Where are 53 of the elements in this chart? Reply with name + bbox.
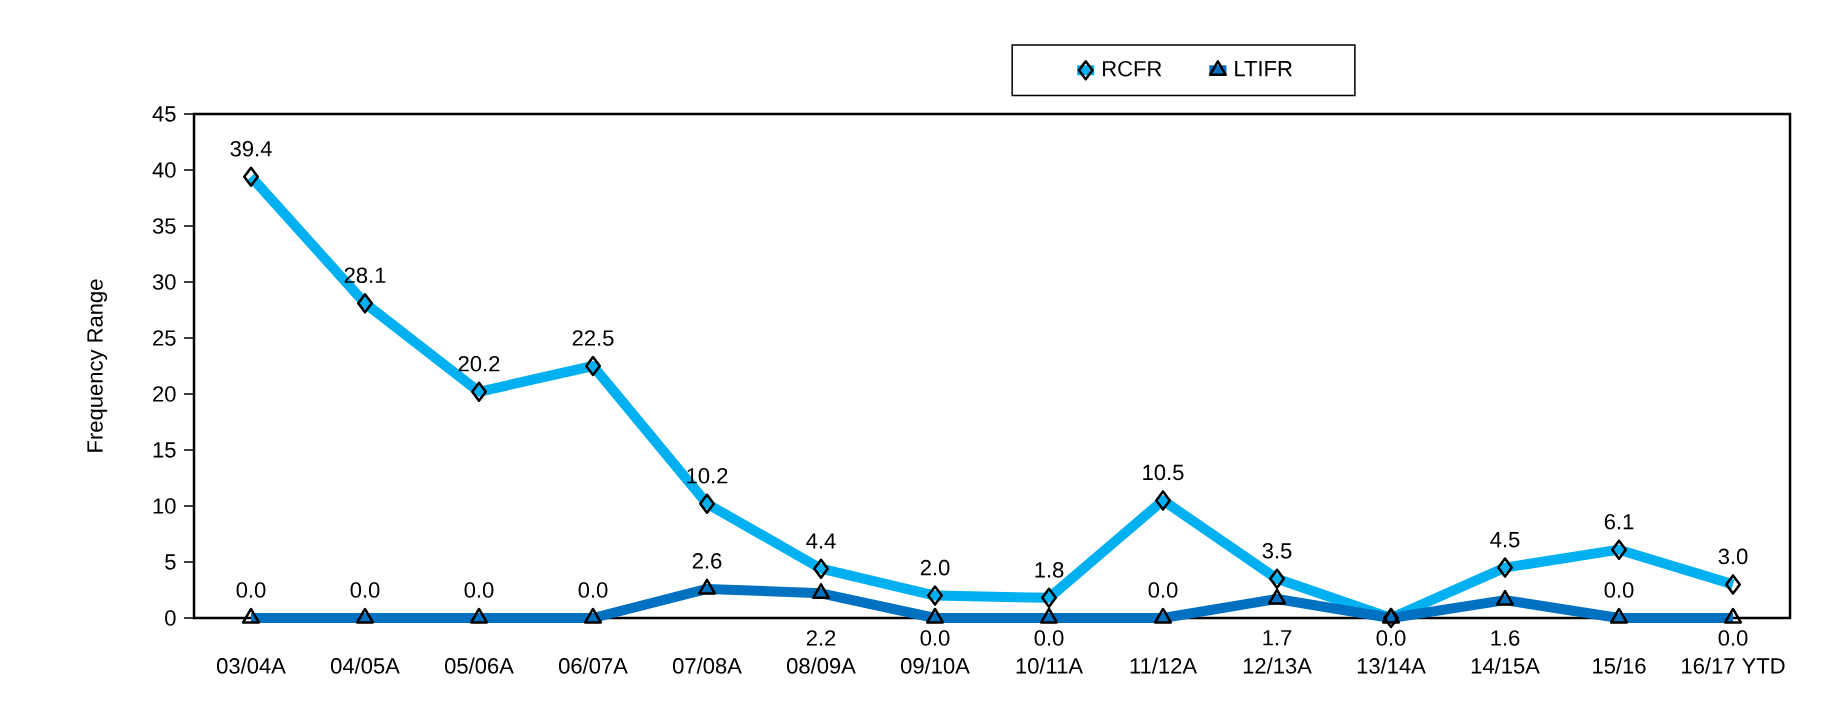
- data-label: 0.0: [1718, 630, 1748, 646]
- data-label: 1.7: [1263, 630, 1292, 646]
- legend-label: LTIFR: [1235, 61, 1292, 77]
- data-label: 0.0: [1148, 582, 1178, 598]
- x-tick-label: 09/10A: [901, 657, 970, 674]
- data-label: 3.5: [1262, 543, 1292, 559]
- x-tick-label: 06/07A: [559, 657, 628, 674]
- x-tick-label: 16/17 YTD: [1682, 657, 1785, 674]
- data-label: 0.0: [464, 582, 494, 598]
- y-tick-label: 30: [152, 274, 176, 290]
- data-label: 0.0: [920, 630, 950, 646]
- data-label: 0.0: [578, 582, 608, 598]
- data-label: 0.0: [236, 582, 266, 598]
- data-label: 22.5: [572, 330, 614, 346]
- legend-label: RCFR: [1103, 60, 1162, 77]
- y-tick-label: 0: [165, 610, 176, 626]
- x-tick-label: 15/16: [1593, 657, 1646, 674]
- x-tick-label: 11/12A: [1130, 657, 1198, 674]
- x-tick-label: 14/15A: [1471, 657, 1540, 674]
- y-tick-label: 35: [152, 218, 176, 234]
- y-tick-label: 15: [153, 442, 176, 458]
- x-tick-label: 07/08A: [673, 657, 742, 674]
- x-tick-label: 12/13A: [1243, 657, 1312, 674]
- y-axis-title: Frequency Range: [87, 279, 108, 452]
- data-label: 2.2: [806, 630, 836, 646]
- data-label: 1.8: [1035, 562, 1064, 578]
- data-label: 3.0: [1718, 548, 1748, 565]
- data-label: 0.0: [1376, 630, 1406, 646]
- data-label: 1.6: [1491, 630, 1520, 646]
- data-label: 10.5: [1143, 464, 1184, 481]
- data-label: 4.5: [1490, 532, 1520, 548]
- x-tick-label: 10/11A: [1016, 657, 1084, 674]
- data-label: 20.2: [458, 355, 500, 372]
- y-tick-label: 25: [153, 330, 176, 346]
- data-label: 0.0: [1604, 582, 1634, 598]
- data-label: 6.1: [1604, 513, 1634, 530]
- x-tick-label: 08/09A: [787, 657, 856, 674]
- x-tick-label: 03/04A: [217, 657, 286, 674]
- data-label: 2.0: [920, 559, 950, 576]
- data-label: 4.4: [806, 533, 836, 549]
- y-tick-label: 45: [152, 106, 176, 122]
- y-tick-label: 20: [153, 386, 176, 402]
- x-tick-label: 05/06A: [445, 657, 514, 674]
- y-tick-label: 40: [152, 162, 176, 178]
- y-tick-label: 10: [153, 498, 176, 514]
- data-label: 39.4: [230, 140, 272, 157]
- data-label: 0.0: [1034, 630, 1064, 646]
- y-tick-label: 5: [165, 554, 176, 570]
- data-label: 28.1: [344, 267, 386, 284]
- data-label: 0.0: [350, 582, 380, 598]
- x-tick-label: 13/14A: [1357, 657, 1426, 674]
- x-tick-label: 04/05A: [331, 657, 400, 674]
- data-label: 2.6: [692, 553, 722, 569]
